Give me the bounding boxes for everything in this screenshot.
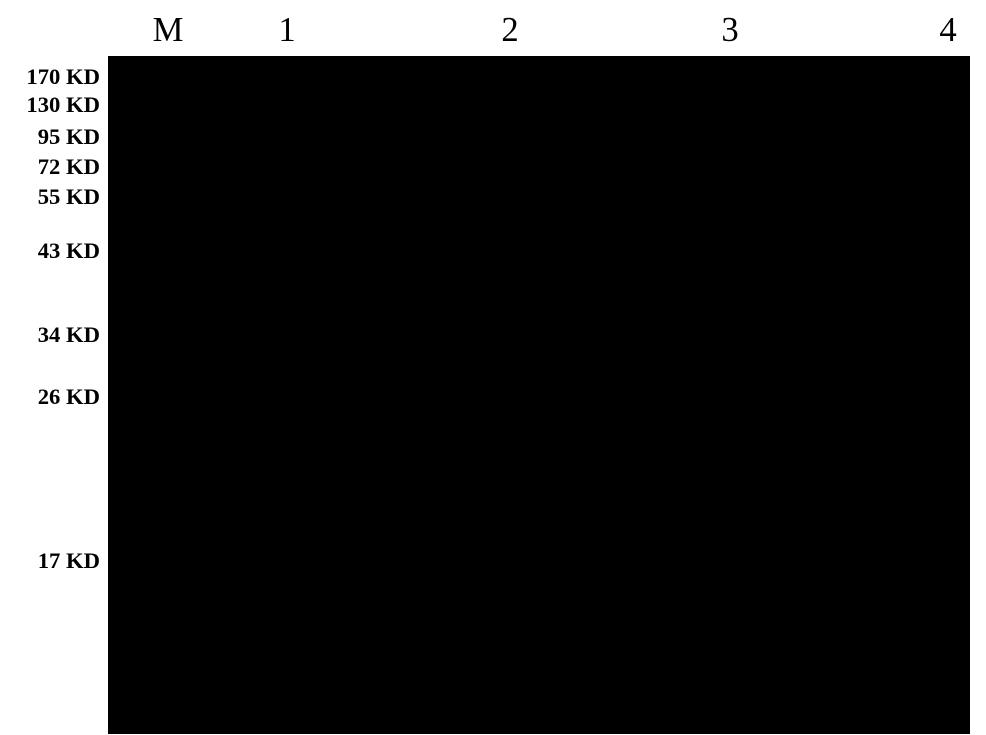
marker-label-3: 72 KD [0,154,100,180]
marker-label-2: 95 KD [0,124,100,150]
marker-label-8: 17 KD [0,548,100,574]
lane-label-3: 3 [690,11,770,50]
lane-label-2: 2 [470,11,550,50]
marker-label-5: 43 KD [0,238,100,264]
marker-label-6: 34 KD [0,322,100,348]
marker-label-1: 130 KD [0,92,100,118]
gel-figure: M1 2 3 4 170 KD130 KD 95 KD 72 KD 55 KD 43 KD 34… [0,0,986,735]
lane-label-4: 4 [908,11,986,50]
gel-region [108,56,970,734]
marker-label-0: 170 KD [0,64,100,90]
marker-label-4: 55 KD [0,184,100,210]
marker-label-7: 26 KD [0,384,100,410]
lane-label-0: M [128,11,208,50]
lane-label-1: 1 [247,11,327,50]
